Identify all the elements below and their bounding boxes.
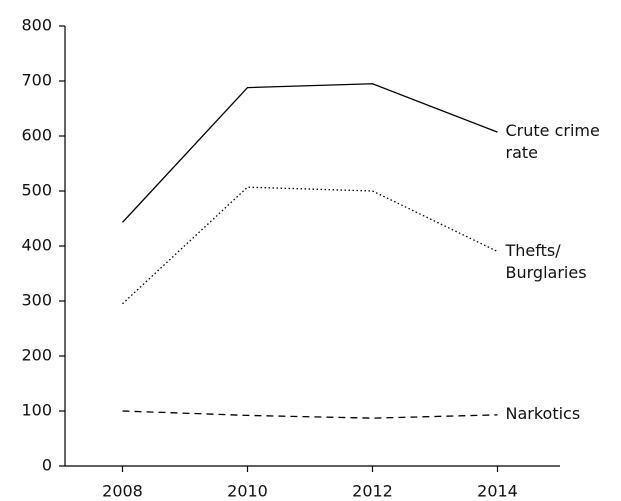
y-tick-label: 500 [21,181,52,200]
series-line [122,83,498,223]
y-tick-label: 800 [21,16,52,35]
y-tick-label: 300 [21,291,52,310]
x-tick-label: 2008 [102,482,143,501]
series-label: Narkotics [505,403,581,423]
x-tick-label: 2012 [352,482,393,501]
series-label: Crute crime rate [505,121,600,163]
y-tick-label: 200 [21,346,52,365]
y-tick-label: 100 [21,401,52,420]
series-label: Thefts/ Burglaries [505,240,587,282]
y-tick-label: 0 [42,456,52,475]
y-tick-label: 600 [21,126,52,145]
y-tick-label: 400 [21,236,52,255]
y-tick-label: 700 [21,71,52,90]
series-line [122,410,498,419]
x-tick-label: 2014 [477,482,518,501]
x-tick-label: 2010 [227,482,268,501]
series-line [122,186,498,305]
